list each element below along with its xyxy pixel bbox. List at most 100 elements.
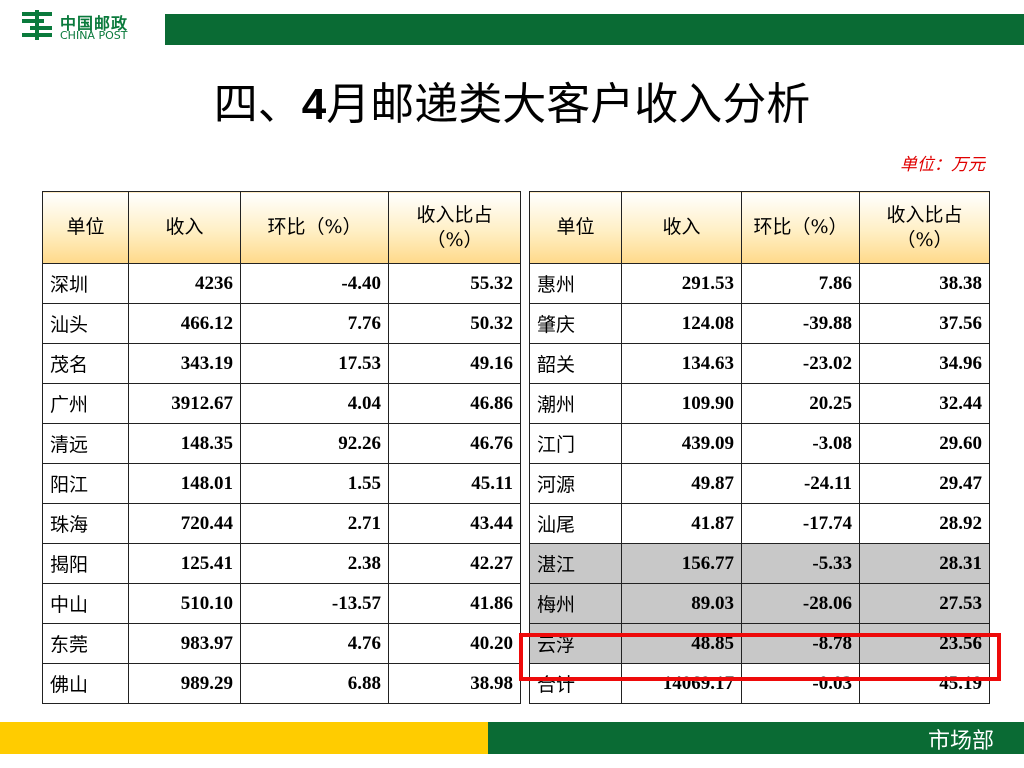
table-row: 合计 14069.17 -0.03 45.19 [529, 663, 990, 704]
revenue-share-cell: 42.27 [388, 543, 521, 584]
revenue-cell: 49.87 [621, 463, 742, 504]
column-header: 收入 [128, 191, 241, 264]
revenue-table-right: 单位 收入 环比（%） 收入比占（%） 惠州 291.53 7.86 38.38 肇庆 124.… [529, 191, 990, 704]
revenue-share-cell: 38.98 [388, 663, 521, 704]
title-prefix: 四、 [213, 79, 302, 130]
table-body: 深圳 4236 -4.40 55.32 汕头 466.12 7.76 50.32 茂名 343.1… [42, 263, 521, 704]
china-post-logo: 中国邮政 CHINA POST [20, 6, 145, 46]
mom-change-cell: 20.25 [741, 383, 860, 424]
column-header: 单位 [529, 191, 622, 264]
unit-name-cell: 汕头 [42, 303, 129, 344]
revenue-share-cell: 27.53 [859, 583, 990, 624]
unit-name-cell: 肇庆 [529, 303, 622, 344]
mom-change-cell: 4.76 [240, 623, 389, 664]
column-header: 环比（%） [741, 191, 860, 264]
revenue-share-cell: 38.38 [859, 263, 990, 304]
unit-name-cell: 潮州 [529, 383, 622, 424]
mom-change-cell: 2.38 [240, 543, 389, 584]
title-suffix: 月邮递类大客户收入分析 [326, 79, 811, 130]
mom-change-cell: -17.74 [741, 503, 860, 544]
unit-name-cell: 湛江 [529, 543, 622, 584]
logo-chinese-text: 中国邮政 [60, 14, 129, 33]
unit-name-cell: 揭阳 [42, 543, 129, 584]
table-row: 江门 439.09 -3.08 29.60 [529, 423, 990, 464]
table-row: 梅州 89.03 -28.06 27.53 [529, 583, 990, 624]
revenue-share-cell: 46.86 [388, 383, 521, 424]
revenue-cell: 109.90 [621, 383, 742, 424]
table-row: 佛山 989.29 6.88 38.98 [42, 663, 521, 704]
revenue-share-cell: 55.32 [388, 263, 521, 304]
unit-name-cell: 中山 [42, 583, 129, 624]
revenue-cell: 4236 [128, 263, 241, 304]
revenue-cell: 48.85 [621, 623, 742, 664]
table-row: 肇庆 124.08 -39.88 37.56 [529, 303, 990, 344]
mom-change-cell: 92.26 [240, 423, 389, 464]
revenue-cell: 148.35 [128, 423, 241, 464]
table-header-row: 单位 收入 环比（%） 收入比占（%） [42, 191, 521, 264]
mom-change-cell: -13.57 [240, 583, 389, 624]
table-body: 惠州 291.53 7.86 38.38 肇庆 124.08 -39.88 37.56 韶关 13… [529, 263, 990, 704]
revenue-cell: 125.41 [128, 543, 241, 584]
revenue-cell: 148.01 [128, 463, 241, 504]
unit-name-cell: 阳江 [42, 463, 129, 504]
mom-change-cell: -5.33 [741, 543, 860, 584]
table-row: 河源 49.87 -24.11 29.47 [529, 463, 990, 504]
unit-name-cell: 东莞 [42, 623, 129, 664]
revenue-cell: 466.12 [128, 303, 241, 344]
mom-change-cell: -4.40 [240, 263, 389, 304]
table-row: 珠海 720.44 2.71 43.44 [42, 503, 521, 544]
table-row: 韶关 134.63 -23.02 34.96 [529, 343, 990, 384]
table-row: 潮州 109.90 20.25 32.44 [529, 383, 990, 424]
mom-change-cell: 2.71 [240, 503, 389, 544]
table-header-row: 单位 收入 环比（%） 收入比占（%） [529, 191, 990, 264]
table-row: 揭阳 125.41 2.38 42.27 [42, 543, 521, 584]
mom-change-cell: 1.55 [240, 463, 389, 504]
table-row: 茂名 343.19 17.53 49.16 [42, 343, 521, 384]
column-header: 单位 [42, 191, 129, 264]
unit-name-cell: 江门 [529, 423, 622, 464]
mom-change-cell: 7.86 [741, 263, 860, 304]
revenue-cell: 439.09 [621, 423, 742, 464]
table-row: 深圳 4236 -4.40 55.32 [42, 263, 521, 304]
revenue-cell: 343.19 [128, 343, 241, 384]
revenue-cell: 156.77 [621, 543, 742, 584]
revenue-share-cell: 29.47 [859, 463, 990, 504]
revenue-share-cell: 45.11 [388, 463, 521, 504]
page-title: 四、4月邮递类大客户收入分析 [0, 68, 1024, 132]
table-row: 云浮 48.85 -8.78 23.56 [529, 623, 990, 664]
mom-change-cell: -23.02 [741, 343, 860, 384]
header-green-bar [165, 14, 1024, 45]
table-row: 广州 3912.67 4.04 46.86 [42, 383, 521, 424]
revenue-cell: 3912.67 [128, 383, 241, 424]
title-month-number: 4 [301, 80, 327, 129]
column-header: 收入 [621, 191, 742, 264]
revenue-share-cell: 37.56 [859, 303, 990, 344]
unit-name-cell: 清远 [42, 423, 129, 464]
mom-change-cell: 17.53 [240, 343, 389, 384]
unit-name-cell: 惠州 [529, 263, 622, 304]
unit-name-cell: 河源 [529, 463, 622, 504]
revenue-share-cell: 32.44 [859, 383, 990, 424]
table-row: 东莞 983.97 4.76 40.20 [42, 623, 521, 664]
revenue-share-cell: 23.56 [859, 623, 990, 664]
footer-green-bar [488, 722, 1024, 754]
revenue-share-cell: 34.96 [859, 343, 990, 384]
mom-change-cell: -39.88 [741, 303, 860, 344]
revenue-share-cell: 29.60 [859, 423, 990, 464]
table-row: 汕尾 41.87 -17.74 28.92 [529, 503, 990, 544]
table-row: 惠州 291.53 7.86 38.38 [529, 263, 990, 304]
unit-note: 单位：万元 [900, 155, 985, 175]
revenue-cell: 720.44 [128, 503, 241, 544]
column-header: 环比（%） [240, 191, 389, 264]
revenue-share-cell: 41.86 [388, 583, 521, 624]
unit-name-cell: 茂名 [42, 343, 129, 384]
revenue-cell: 41.87 [621, 503, 742, 544]
revenue-share-cell: 28.92 [859, 503, 990, 544]
china-post-emblem-icon [22, 10, 52, 40]
revenue-share-cell: 49.16 [388, 343, 521, 384]
table-row: 清远 148.35 92.26 46.76 [42, 423, 521, 464]
revenue-table-left: 单位 收入 环比（%） 收入比占（%） 深圳 4236 -4.40 55.32 汕头 466.1… [42, 191, 521, 704]
mom-change-cell: -24.11 [741, 463, 860, 504]
unit-name-cell: 深圳 [42, 263, 129, 304]
table-row: 中山 510.10 -13.57 41.86 [42, 583, 521, 624]
